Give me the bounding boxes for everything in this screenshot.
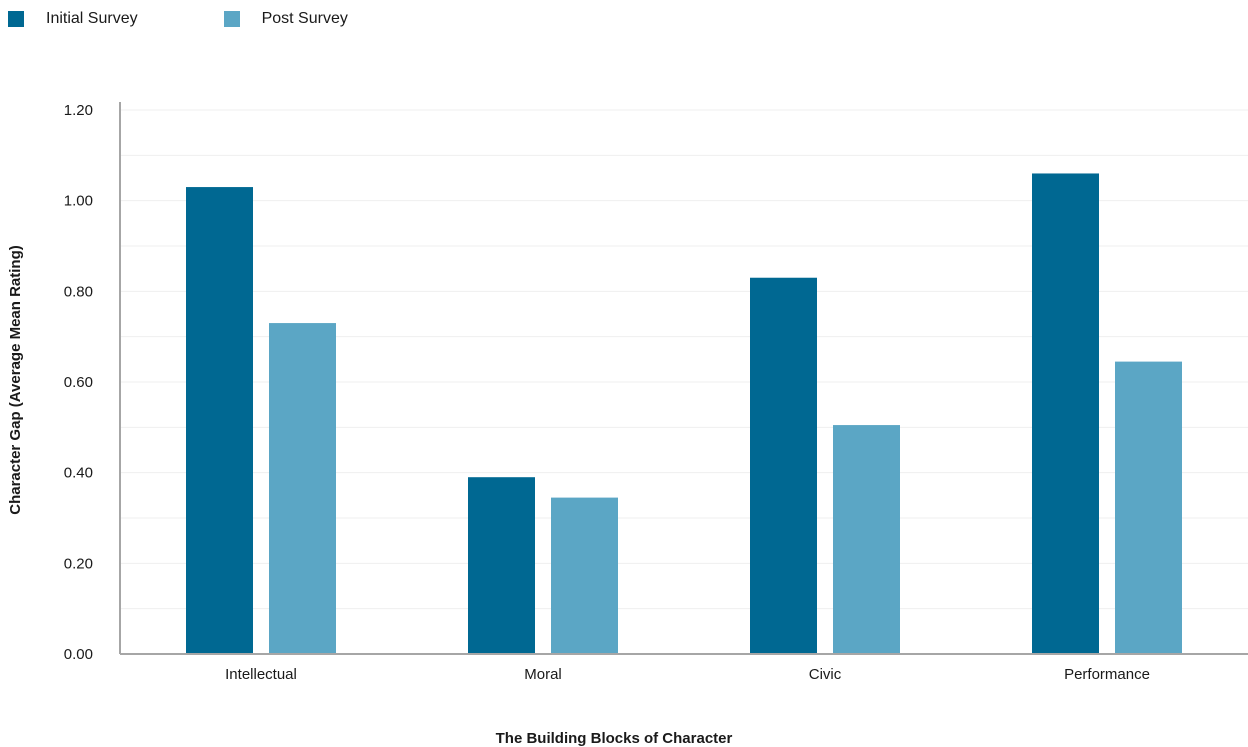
x-axis-title: The Building Blocks of Character: [496, 730, 733, 747]
y-axis-title: Character Gap (Average Mean Rating): [7, 245, 24, 515]
legend: Initial Survey Post Survey: [8, 10, 434, 28]
legend-label-initial-survey: Initial Survey: [46, 10, 138, 27]
legend-swatch-initial-survey: [8, 11, 24, 27]
legend-swatch-post-survey: [223, 11, 240, 27]
y-tick-label: 0.40: [64, 465, 93, 482]
bar-civic-initial-survey[interactable]: [750, 277, 817, 654]
bars: [186, 173, 1182, 655]
y-tick-label: 1.00: [64, 193, 93, 210]
bar-moral-post-survey[interactable]: [551, 497, 618, 654]
y-tick-label: 0.60: [64, 374, 93, 391]
y-tick-label: 1.20: [64, 102, 93, 119]
bar-moral-initial-survey[interactable]: [468, 477, 535, 654]
y-tick-label: 0.00: [64, 646, 93, 663]
bar-intellectual-initial-survey[interactable]: [186, 187, 253, 655]
y-tick-label: 0.80: [64, 283, 93, 300]
x-tick-labels: Intellectual Moral Civic Performance: [225, 666, 1150, 683]
x-tick-label-intellectual: Intellectual: [225, 666, 297, 683]
legend-item-post-survey[interactable]: Post Survey: [223, 10, 348, 28]
bar-performance-post-survey[interactable]: [1115, 361, 1182, 654]
legend-label-post-survey: Post Survey: [261, 10, 348, 27]
y-tick-label: 0.20: [64, 555, 93, 572]
bar-intellectual-post-survey[interactable]: [269, 323, 336, 654]
x-tick-label-performance: Performance: [1064, 666, 1150, 683]
y-tick-labels: 0.00 0.20 0.40 0.60 0.80 1.00 1.20: [64, 102, 93, 663]
bar-civic-post-survey[interactable]: [833, 425, 900, 654]
bar-performance-initial-survey[interactable]: [1032, 173, 1099, 654]
x-tick-label-civic: Civic: [809, 666, 842, 683]
legend-item-initial-survey[interactable]: Initial Survey: [8, 10, 138, 28]
axes: [119, 102, 1248, 655]
x-tick-label-moral: Moral: [524, 666, 562, 683]
